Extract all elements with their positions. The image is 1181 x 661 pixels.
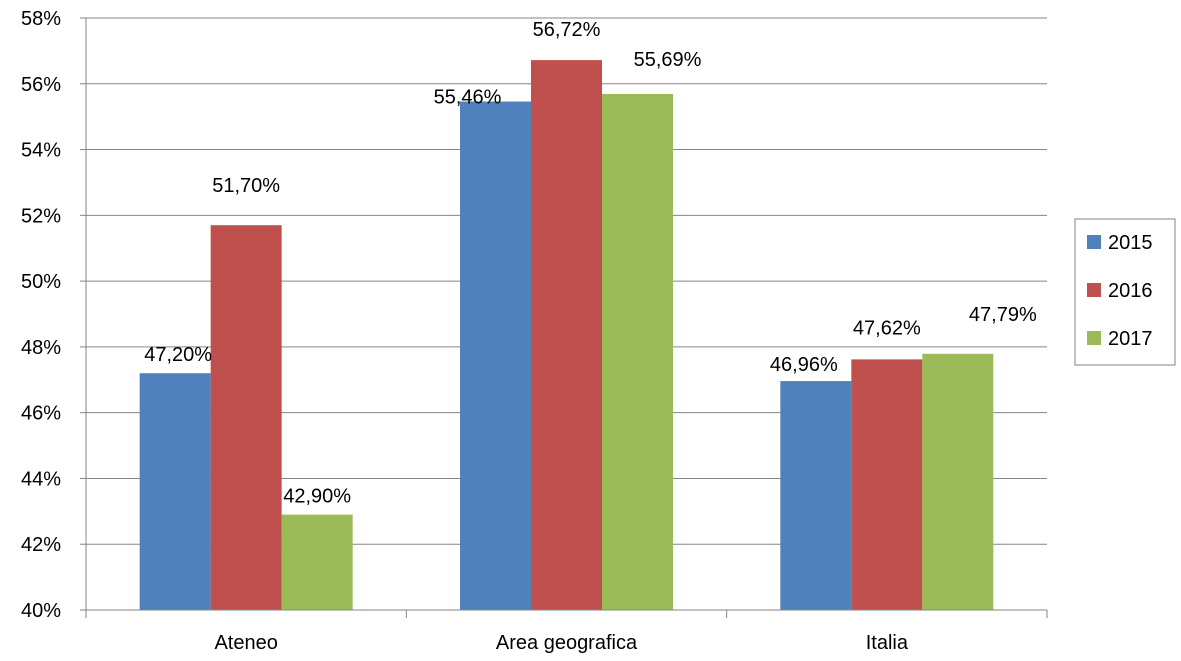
data-label: 47,62% [853, 317, 921, 339]
data-label: 47,20% [144, 344, 212, 366]
bar-2017-2 [922, 353, 994, 610]
data-label: 42,90% [283, 486, 351, 508]
y-tick-labels: 40% 42% 44% 46% 48% 50% 52% 54% 56% 58% [21, 8, 61, 622]
legend: 2015 2016 2017 [1074, 218, 1176, 366]
y-tick-label: 54% [21, 140, 61, 162]
y-tick-label: 44% [21, 468, 61, 490]
x-tick-label: Ateneo [214, 632, 277, 654]
data-labels: 47,20% 51,70% 42,90% 55,46% 56,72% 55,69% 46,9… [144, 19, 1037, 508]
bar-2016-1 [531, 60, 602, 610]
y-tick-label: 46% [21, 403, 61, 425]
bars [139, 60, 994, 611]
data-label: 51,70% [212, 175, 280, 197]
legend-swatch-2016 [1087, 283, 1101, 297]
x-tick-label: Area geografica [496, 632, 638, 654]
bar-2016-2 [851, 359, 923, 610]
axes [80, 17, 1048, 618]
legend-label: 2017 [1108, 328, 1153, 350]
data-label: 55,46% [434, 87, 502, 109]
legend-label: 2016 [1108, 280, 1153, 302]
data-label: 56,72% [533, 19, 601, 41]
y-tick-label: 56% [21, 74, 61, 96]
y-tick-label: 52% [21, 205, 61, 227]
data-label: 55,69% [634, 49, 702, 71]
legend-label: 2015 [1108, 232, 1153, 254]
y-tick-label: 40% [21, 600, 61, 622]
y-tick-label: 50% [21, 271, 61, 293]
legend-swatch-2017 [1087, 331, 1101, 345]
x-tick-labels: Ateneo Area geografica Italia [214, 632, 908, 654]
bar-2015-2 [780, 381, 852, 610]
y-tick-label: 58% [21, 8, 61, 30]
x-tick-label: Italia [866, 632, 909, 654]
bar-2015-0 [139, 373, 211, 610]
legend-swatch-2015 [1087, 235, 1101, 249]
bar-2017-1 [602, 93, 673, 611]
data-label: 46,96% [770, 354, 838, 376]
bar-2017-0 [281, 514, 353, 610]
bar-2016-0 [210, 225, 282, 610]
data-label: 47,79% [969, 304, 1037, 326]
y-tick-label: 42% [21, 534, 61, 556]
y-tick-label: 48% [21, 337, 61, 359]
bar-2015-1 [460, 101, 531, 610]
